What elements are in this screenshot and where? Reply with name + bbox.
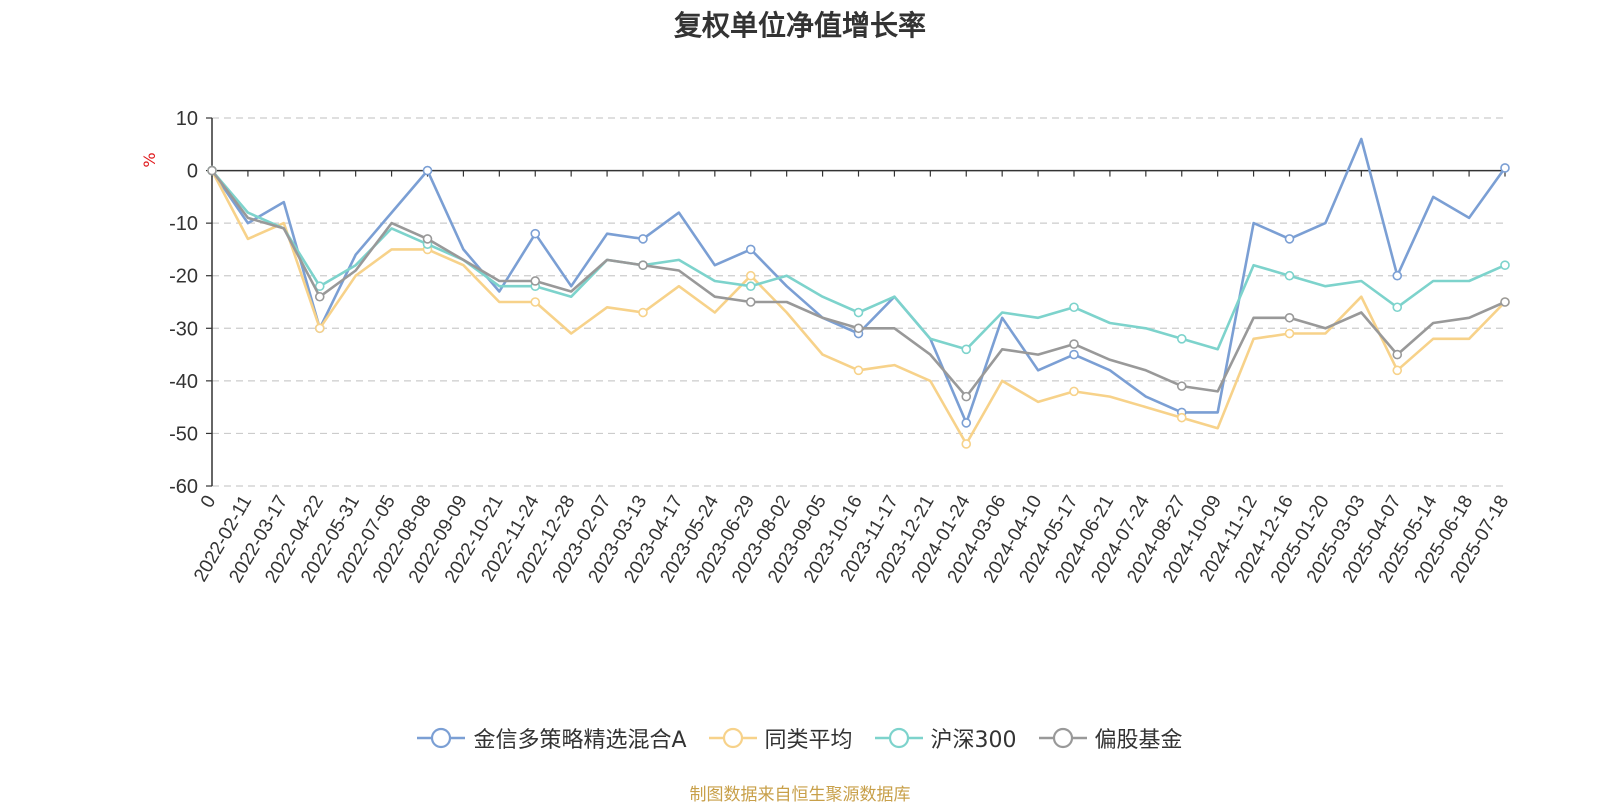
data-point bbox=[961, 418, 972, 428]
data-point bbox=[1284, 312, 1295, 323]
series-lines bbox=[207, 137, 1510, 449]
data-point bbox=[853, 307, 864, 318]
data-point bbox=[961, 439, 972, 449]
data-point bbox=[530, 228, 541, 239]
chart-legend: 金信多策略精选混合A 同类平均 沪深300 偏股基金 bbox=[0, 722, 1600, 754]
data-point bbox=[745, 297, 756, 307]
data-source-note: 制图数据来自恒生聚源数据库 bbox=[689, 785, 911, 805]
series-line bbox=[210, 169, 1506, 398]
data-point bbox=[530, 276, 541, 286]
data-point bbox=[638, 307, 648, 318]
y-tick-label: 0 bbox=[187, 161, 198, 183]
y-axis-label: % bbox=[140, 152, 159, 167]
data-point bbox=[1176, 381, 1187, 391]
line-chart: 100-10-20-30-40-50-60%02022-02-112022-03… bbox=[140, 108, 1513, 587]
y-tick-label: -30 bbox=[169, 318, 198, 340]
data-point bbox=[638, 234, 648, 244]
data-point bbox=[1176, 333, 1187, 344]
legend-swatch-icon bbox=[708, 727, 757, 749]
legend-swatch-icon bbox=[874, 727, 923, 749]
y-tick-label: -20 bbox=[169, 266, 198, 288]
data-point bbox=[1500, 260, 1510, 271]
y-tick-label: -50 bbox=[169, 423, 198, 445]
data-point bbox=[961, 344, 972, 355]
axes bbox=[206, 117, 1506, 487]
data-point bbox=[530, 297, 541, 307]
series-line bbox=[210, 169, 1506, 446]
data-point bbox=[1392, 302, 1403, 313]
legend-item[interactable]: 同类平均 bbox=[708, 722, 853, 754]
data-point bbox=[638, 260, 648, 271]
data-point bbox=[207, 165, 217, 176]
data-point bbox=[422, 165, 433, 176]
data-point bbox=[1069, 386, 1079, 397]
data-point bbox=[314, 323, 325, 334]
y-tick-label: -60 bbox=[169, 476, 198, 498]
data-point bbox=[1069, 349, 1079, 360]
data-point bbox=[745, 244, 756, 255]
data-point bbox=[1284, 328, 1295, 339]
legend-label: 沪深300 bbox=[930, 728, 1017, 753]
data-point bbox=[1392, 365, 1403, 376]
data-point bbox=[1284, 270, 1295, 281]
data-point bbox=[1284, 234, 1295, 244]
data-point bbox=[1500, 297, 1510, 307]
data-point bbox=[314, 291, 325, 302]
tick-labels: 100-10-20-30-40-50-60%02022-02-112022-03… bbox=[140, 108, 1513, 587]
data-point bbox=[745, 270, 756, 281]
legend-label: 同类平均 bbox=[764, 728, 853, 753]
data-point bbox=[422, 234, 433, 244]
data-point bbox=[1500, 163, 1510, 173]
legend-item[interactable]: 金信多策略精选混合A bbox=[417, 722, 687, 754]
data-point bbox=[1392, 270, 1403, 281]
legend-item[interactable]: 沪深300 bbox=[874, 722, 1017, 754]
legend-label: 金信多策略精选混合A bbox=[473, 728, 687, 753]
legend-item[interactable]: 偏股基金 bbox=[1038, 722, 1183, 754]
chart-title: 复权单位净值增长率 bbox=[673, 9, 926, 42]
y-tick-label: -10 bbox=[169, 213, 198, 235]
x-tick-label: 0 bbox=[197, 492, 220, 512]
data-point bbox=[745, 281, 756, 292]
data-point bbox=[1069, 302, 1079, 313]
data-point bbox=[961, 391, 972, 402]
data-point bbox=[1069, 339, 1079, 349]
data-point bbox=[853, 365, 864, 376]
legend-label: 偏股基金 bbox=[1094, 728, 1183, 753]
y-tick-label: 10 bbox=[176, 108, 198, 130]
data-point bbox=[1392, 349, 1403, 360]
legend-swatch-icon bbox=[1038, 727, 1087, 749]
data-point bbox=[1176, 412, 1187, 423]
y-tick-label: -40 bbox=[169, 371, 198, 393]
data-point bbox=[853, 323, 864, 334]
legend-swatch-icon bbox=[417, 727, 466, 749]
